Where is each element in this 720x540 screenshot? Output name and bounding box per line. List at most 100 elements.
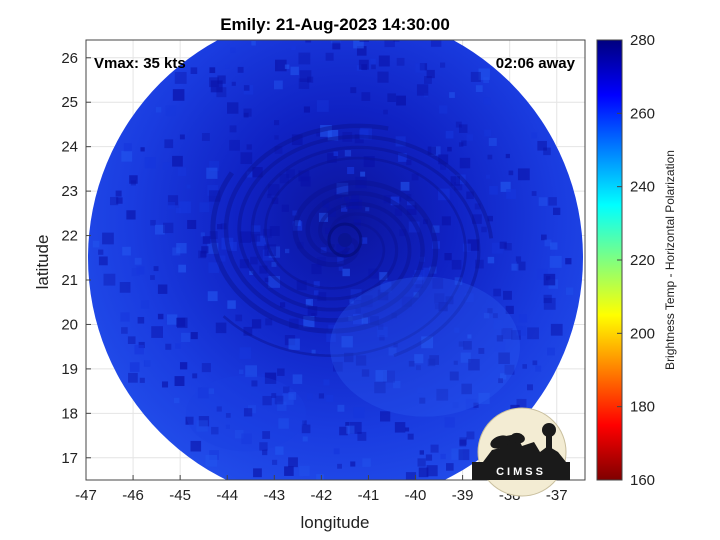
- swath-pixel: [286, 169, 295, 178]
- swath-pixel: [391, 312, 397, 319]
- swath-pixel: [239, 259, 249, 269]
- swath-pixel: [179, 201, 191, 214]
- swath-pixel: [292, 374, 303, 384]
- swath-pixel: [263, 228, 272, 238]
- swath-pixel: [504, 243, 512, 251]
- swath-pixel: [251, 41, 256, 46]
- swath-pixel: [268, 184, 280, 196]
- swath-pixel: [186, 184, 191, 189]
- swath-pixel: [151, 326, 164, 338]
- swath-pixel: [405, 472, 417, 480]
- swath-pixel: [395, 136, 406, 147]
- swath-pixel: [284, 64, 290, 69]
- swath-pixel: [227, 300, 236, 309]
- swath-pixel: [492, 313, 498, 319]
- swath-pixel: [429, 266, 437, 274]
- swath-pixel: [307, 306, 318, 316]
- swath-pixel: [190, 332, 198, 340]
- x-tick-label: -40: [405, 487, 427, 504]
- swath-pixel: [337, 463, 342, 469]
- swath-pixel: [121, 150, 133, 162]
- swath-pixel: [313, 281, 320, 288]
- swath-pixel: [487, 154, 493, 160]
- swath-pixel: [432, 278, 444, 289]
- swath-pixel: [172, 247, 181, 256]
- swath-pixel: [153, 266, 159, 272]
- swath-pixel: [316, 100, 329, 112]
- swath-pixel: [235, 314, 243, 322]
- swath-pixel: [414, 269, 425, 280]
- swath-pixel: [92, 240, 100, 248]
- swath-pixel: [181, 332, 191, 342]
- swath-pixel: [478, 392, 490, 405]
- swath-pixel: [198, 416, 210, 427]
- swath-pixel: [230, 47, 236, 54]
- swath-pixel: [318, 393, 325, 399]
- swath-pixel: [377, 326, 388, 338]
- swath-pixel: [131, 268, 140, 277]
- swath-pixel: [411, 173, 419, 181]
- swath-pixel: [430, 40, 442, 47]
- swath-pixel: [489, 185, 498, 195]
- swath-pixel: [483, 97, 491, 105]
- swath-pixel: [157, 313, 164, 320]
- swath-pixel: [565, 258, 572, 265]
- swath-pixel: [253, 468, 262, 478]
- swath-pixel: [162, 162, 171, 170]
- swath-pixel: [277, 368, 285, 376]
- swath-pixel: [467, 239, 480, 251]
- swath-pixel: [175, 343, 181, 349]
- swath-pixel: [484, 129, 492, 137]
- swath-pixel: [400, 181, 410, 191]
- swath-pixel: [522, 364, 527, 369]
- swath-pixel: [298, 170, 310, 182]
- swath-pixel: [511, 263, 519, 271]
- swath-pixel: [209, 231, 218, 240]
- logo-text: CIMSS: [496, 466, 546, 478]
- swath-pixel: [116, 197, 123, 204]
- swath-pixel: [344, 150, 352, 157]
- swath-pixel: [165, 343, 172, 350]
- swath-pixel: [532, 360, 538, 366]
- swath-pixel: [190, 440, 202, 452]
- swath-pixel: [370, 58, 376, 65]
- spiral-band: [223, 123, 425, 323]
- swath-pixel: [406, 205, 417, 215]
- swath-pixel: [174, 376, 185, 387]
- swath-pixel: [302, 420, 307, 425]
- swath-pixel: [251, 319, 262, 329]
- swath-pixel: [208, 262, 219, 273]
- swath-pixel: [441, 216, 451, 226]
- swath-pixel: [342, 268, 350, 277]
- swath-pixel: [394, 484, 401, 491]
- swath-pixel: [210, 80, 223, 93]
- swath-pixel: [274, 120, 280, 126]
- swath-pixel: [316, 474, 324, 480]
- swath-pixel: [200, 251, 207, 258]
- swath-pixel: [380, 281, 392, 293]
- swath-pixel: [216, 406, 222, 412]
- swath-pixel: [326, 394, 334, 402]
- plot-frame: [85, 39, 586, 481]
- time-away-annotation: 02:06 away: [496, 55, 576, 72]
- swath-pixel: [475, 259, 484, 269]
- swath-pixel: [334, 192, 342, 200]
- swath-pixel: [483, 312, 490, 319]
- swath-pixel: [206, 167, 218, 179]
- swath-pixel: [421, 336, 434, 349]
- swath-pixel: [549, 255, 562, 268]
- swath-pixel: [481, 226, 487, 233]
- swath-pixel: [444, 253, 452, 261]
- storm-eye: [337, 233, 352, 247]
- swath-pixel: [349, 299, 354, 304]
- swath-pixel: [167, 201, 176, 210]
- swath-pixel: [256, 235, 267, 246]
- swath-pixel: [459, 439, 467, 447]
- swath-pixel: [102, 232, 114, 245]
- swath-pixel: [291, 134, 303, 146]
- swath-pixel: [419, 450, 424, 455]
- swath-pixel: [290, 66, 299, 76]
- swath-pixel: [461, 383, 472, 395]
- swath-pixel: [458, 449, 470, 461]
